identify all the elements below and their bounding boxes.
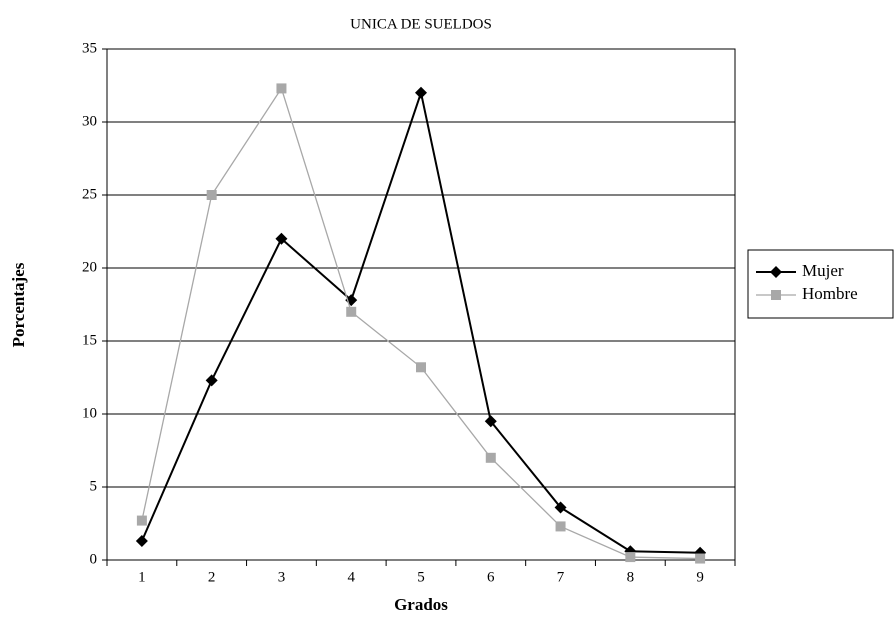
x-tick-label: 7	[557, 569, 565, 585]
data-point	[554, 501, 567, 514]
y-tick-label: 5	[90, 478, 98, 494]
y-tick-label: 35	[82, 40, 97, 56]
data-point	[625, 552, 636, 563]
legend-label: Hombre	[802, 284, 858, 303]
x-tick-label: 2	[208, 569, 216, 585]
x-tick-label: 5	[417, 569, 425, 585]
data-point	[555, 521, 566, 532]
legend-label: Mujer	[802, 261, 844, 280]
x-tick-label: 8	[627, 569, 635, 585]
y-tick-label: 25	[82, 186, 97, 202]
y-tick-label: 0	[90, 551, 98, 567]
data-point	[135, 535, 148, 548]
data-point	[136, 515, 147, 526]
plot-border	[106, 48, 736, 561]
data-point	[484, 415, 497, 428]
x-axis-label: Grados	[394, 595, 448, 614]
series-line	[141, 86, 701, 560]
y-tick-label: 20	[82, 259, 97, 275]
legend-marker	[771, 290, 781, 300]
series-line	[140, 89, 701, 554]
data-point	[415, 86, 427, 99]
y-tick-label: 10	[82, 405, 97, 421]
data-point	[416, 362, 426, 373]
data-point	[276, 83, 287, 94]
y-tick-label: 30	[82, 113, 97, 129]
data-point	[275, 232, 288, 245]
y-tick-label: 15	[82, 332, 97, 348]
data-point	[485, 452, 496, 463]
x-tick-label: 1	[138, 569, 146, 585]
x-tick-label: 9	[696, 569, 704, 585]
x-tick-label: 3	[278, 569, 286, 585]
legend-marker	[770, 266, 782, 278]
data-point	[695, 553, 706, 564]
data-point	[206, 190, 217, 200]
x-tick-label: 6	[487, 569, 495, 585]
chart-title: UNICA DE SUELDOS	[350, 16, 492, 32]
x-tick-label: 4	[347, 569, 355, 585]
data-point	[346, 306, 357, 317]
data-point	[205, 374, 218, 387]
legend-box	[747, 249, 894, 319]
y-axis-label: Porcentajes	[9, 262, 28, 347]
